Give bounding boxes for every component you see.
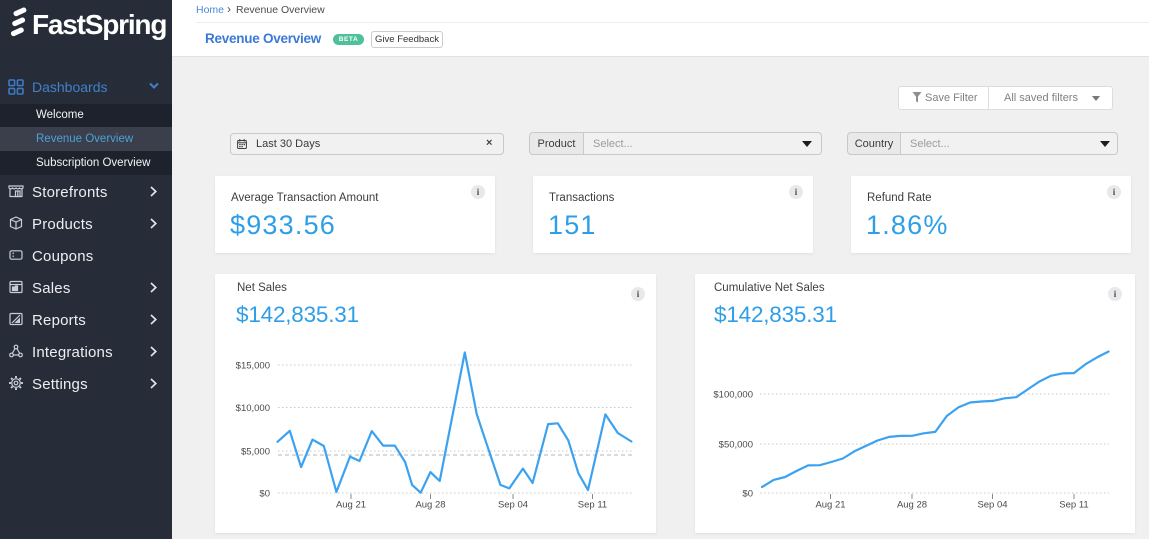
svg-text:$100,000: $100,000	[713, 390, 753, 401]
svg-text:$10,000: $10,000	[236, 403, 270, 414]
svg-text:Sep 11: Sep 11	[1059, 500, 1088, 511]
svg-text:Aug 21: Aug 21	[815, 500, 845, 511]
svg-text:Sep 11: Sep 11	[578, 500, 607, 511]
svg-text:Sep 04: Sep 04	[498, 500, 528, 511]
svg-text:$0: $0	[259, 489, 270, 500]
svg-text:Aug 21: Aug 21	[336, 500, 366, 511]
svg-text:$5,000: $5,000	[241, 447, 270, 458]
svg-text:$15,000: $15,000	[236, 361, 270, 372]
svg-text:$0: $0	[742, 489, 753, 500]
svg-text:Aug 28: Aug 28	[897, 500, 927, 511]
svg-text:Sep 04: Sep 04	[977, 500, 1007, 511]
svg-text:$50,000: $50,000	[719, 440, 753, 451]
svg-text:Aug 28: Aug 28	[415, 500, 445, 511]
